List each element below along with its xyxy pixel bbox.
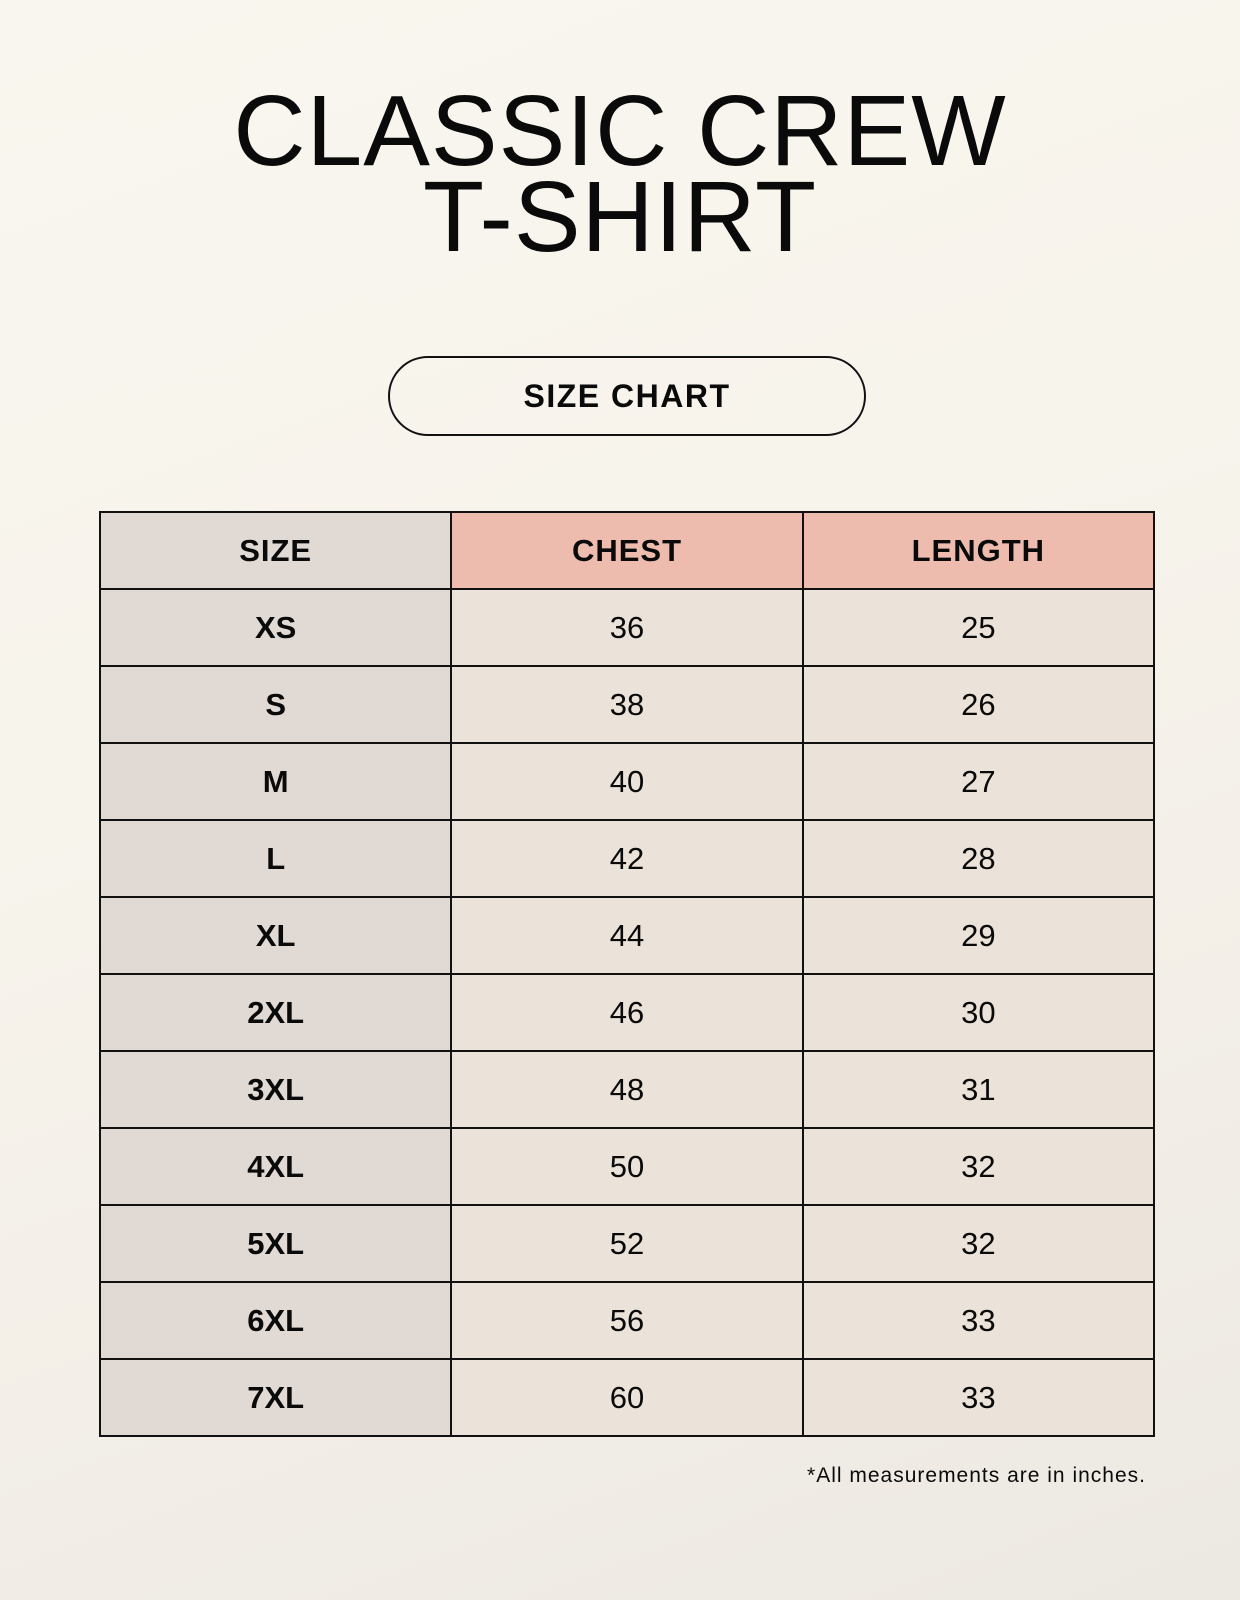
table-row: 3XL 48 31 bbox=[98, 1050, 1156, 1129]
size-chart-badge: SIZE CHART bbox=[388, 356, 866, 436]
cell-size: L bbox=[98, 819, 453, 898]
table-row: S 38 26 bbox=[98, 665, 1156, 744]
cell-size: XS bbox=[98, 588, 453, 667]
table-row: 4XL 50 32 bbox=[98, 1127, 1156, 1206]
cell-size: 7XL bbox=[98, 1358, 453, 1437]
cell-length: 26 bbox=[801, 665, 1156, 744]
header-size: SIZE bbox=[98, 511, 453, 590]
cell-chest: 38 bbox=[450, 665, 804, 744]
table-row: M 40 27 bbox=[98, 742, 1156, 821]
cell-chest: 48 bbox=[450, 1050, 804, 1129]
cell-size: 6XL bbox=[98, 1281, 453, 1360]
cell-length: 33 bbox=[801, 1358, 1156, 1437]
cell-chest: 44 bbox=[450, 896, 804, 975]
cell-chest: 36 bbox=[450, 588, 804, 667]
cell-chest: 46 bbox=[450, 973, 804, 1052]
title-line-2: T-SHIRT bbox=[422, 161, 818, 273]
cell-chest: 60 bbox=[450, 1358, 804, 1437]
cell-length: 30 bbox=[801, 973, 1156, 1052]
cell-chest: 50 bbox=[450, 1127, 804, 1206]
table-row: 5XL 52 32 bbox=[98, 1204, 1156, 1283]
cell-length: 25 bbox=[801, 588, 1156, 667]
table-row: L 42 28 bbox=[98, 819, 1156, 898]
cell-size: M bbox=[98, 742, 453, 821]
cell-size: S bbox=[98, 665, 453, 744]
cell-size: 5XL bbox=[98, 1204, 453, 1283]
header-chest: CHEST bbox=[450, 511, 804, 590]
cell-size: 2XL bbox=[98, 973, 453, 1052]
table-header-row: SIZE CHEST LENGTH bbox=[98, 511, 1156, 590]
cell-length: 32 bbox=[801, 1127, 1156, 1206]
footnote: *All measurements are in inches. bbox=[807, 1464, 1146, 1487]
cell-chest: 52 bbox=[450, 1204, 804, 1283]
table-row: XL 44 29 bbox=[98, 896, 1156, 975]
header-length: LENGTH bbox=[801, 511, 1156, 590]
cell-length: 33 bbox=[801, 1281, 1156, 1360]
table-row: 2XL 46 30 bbox=[98, 973, 1156, 1052]
cell-size: XL bbox=[98, 896, 453, 975]
cell-length: 27 bbox=[801, 742, 1156, 821]
cell-length: 29 bbox=[801, 896, 1156, 975]
cell-size: 3XL bbox=[98, 1050, 453, 1129]
cell-length: 28 bbox=[801, 819, 1156, 898]
table-row: 6XL 56 33 bbox=[98, 1281, 1156, 1360]
cell-length: 32 bbox=[801, 1204, 1156, 1283]
cell-chest: 42 bbox=[450, 819, 804, 898]
page-title: CLASSIC CREW T-SHIRT bbox=[0, 75, 1240, 273]
table-row: XS 36 25 bbox=[98, 588, 1156, 667]
cell-length: 31 bbox=[801, 1050, 1156, 1129]
size-table: SIZE CHEST LENGTH XS 36 25 S 38 26 M 40 27 L 42 28 X… bbox=[98, 511, 1156, 1437]
cell-chest: 40 bbox=[450, 742, 804, 821]
cell-chest: 56 bbox=[450, 1281, 804, 1360]
title-line-1: CLASSIC CREW bbox=[233, 75, 1007, 187]
cell-size: 4XL bbox=[98, 1127, 453, 1206]
table-row: 7XL 60 33 bbox=[98, 1358, 1156, 1437]
